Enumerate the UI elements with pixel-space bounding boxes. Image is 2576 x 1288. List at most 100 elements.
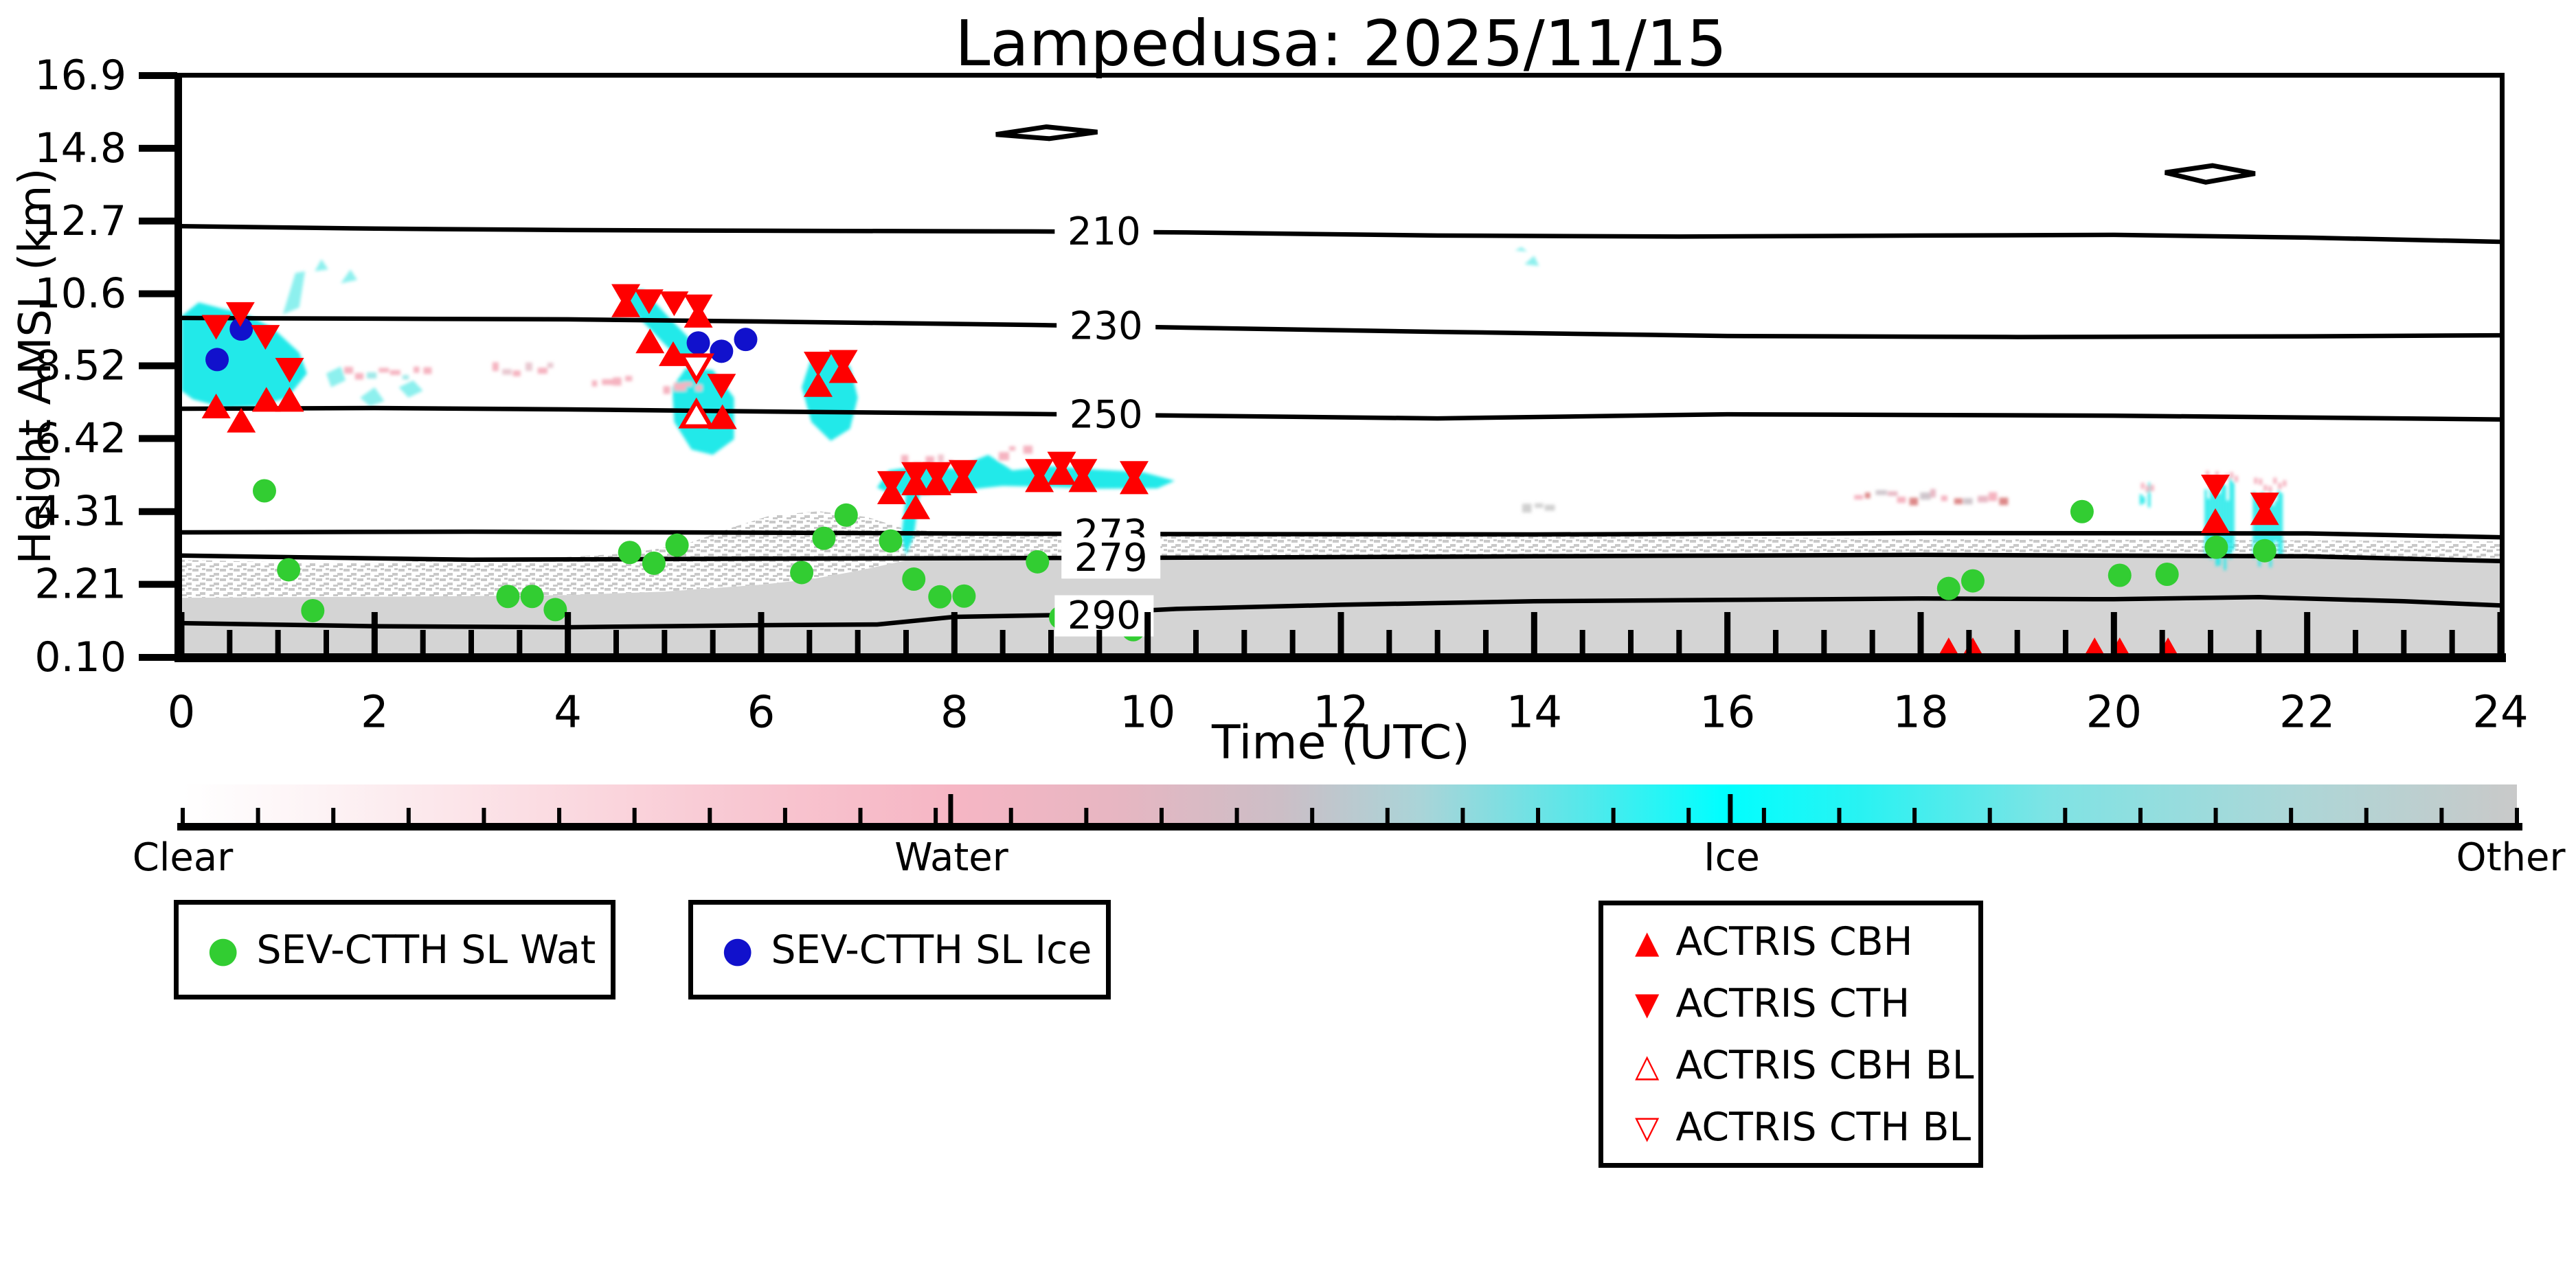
actris-cth-marker <box>1047 451 1076 477</box>
isotherm-label-box <box>1054 595 1154 637</box>
water-speckle-dash <box>999 452 1009 461</box>
sev-ctth-sl-wat-marker <box>928 585 952 609</box>
actris-cbh-marker <box>201 393 231 418</box>
water-speckle-dash <box>2263 484 2268 491</box>
isotherm-contours <box>181 124 2501 630</box>
sev-ctth-sl-wat-marker <box>1026 550 1050 574</box>
closed-isotherm-lens <box>2165 163 2256 185</box>
water-speckle-dash <box>1920 492 1931 500</box>
ice-cloud-fringe <box>1515 247 1528 252</box>
actris-cbh-marker <box>901 494 931 519</box>
colorbar-minor-tick <box>1686 808 1691 823</box>
x-tick-label: 14 <box>1506 687 1562 738</box>
colorbar-label-ice: Ice <box>1704 835 1760 880</box>
water-speckle-dash <box>1535 503 1544 508</box>
colorbar-label-clear: Clear <box>132 835 234 880</box>
water-speckle-dash <box>2215 471 2219 478</box>
actris-cbh-near-surface-marker <box>2086 637 2104 653</box>
colorbar-minor-tick <box>256 808 260 823</box>
actris-cth-marker <box>1119 461 1149 486</box>
colorbar-minor-tick <box>708 808 712 823</box>
x-major-tick <box>2497 612 2504 655</box>
actris-cth-marker <box>225 302 255 327</box>
y-tick-label: 0.10 <box>34 633 126 681</box>
colorbar-minor-tick <box>181 808 185 823</box>
x-major-tick <box>1337 612 1344 655</box>
actris-cth-marker <box>707 374 736 399</box>
actris-cth-marker <box>1025 459 1054 484</box>
colorbar-minor-tick <box>2213 808 2218 823</box>
isotherm-label-box <box>1057 306 1156 348</box>
x-minor-tick <box>2159 630 2165 655</box>
water-speckle-dash <box>512 370 521 376</box>
water-speckle-dash <box>2145 486 2149 492</box>
legend-cth-bl-label: ACTRIS CTH BL <box>1675 1104 1971 1150</box>
actris-cth-marker <box>201 315 231 340</box>
actris-cth-marker <box>251 325 280 350</box>
water-speckle-dash <box>1954 498 1963 504</box>
actris-cth-marker <box>877 471 906 496</box>
isotherm-279 <box>181 552 2501 564</box>
sev-ctth-sl-wat-marker <box>2155 563 2179 586</box>
colorbar-minor-tick <box>2289 808 2294 823</box>
x-minor-tick <box>227 630 233 655</box>
ice-cloud-fringe <box>341 269 357 284</box>
actris-cth-marker <box>2201 474 2230 499</box>
water-speckle-dash <box>344 367 353 374</box>
colorbar-minor-tick <box>1159 808 1164 823</box>
ice-cloud-fringe <box>326 366 346 387</box>
colorbar-minor-tick <box>1761 808 1766 823</box>
cbh-bl-triangle-up-open-icon: △ <box>1635 1046 1660 1084</box>
actris-cth-marker <box>659 291 689 317</box>
x-minor-tick <box>1434 630 1440 655</box>
x-minor-tick <box>2401 630 2407 655</box>
sev-ctth-sl-wat-marker <box>1936 576 1961 600</box>
cth-bl-triangle-down-open-icon: ▽ <box>1635 1108 1660 1146</box>
actris-cth-marker <box>2250 493 2279 518</box>
actris-cbh-marker <box>708 404 737 429</box>
x-major-tick <box>1530 612 1537 655</box>
colorbar-minor-tick <box>1084 808 1089 823</box>
colorbar-major-tick <box>1728 794 1733 823</box>
ice-cloud-fringe <box>398 380 423 398</box>
actris-cth-marker <box>948 460 978 485</box>
y-tick <box>139 144 177 152</box>
x-minor-tick <box>468 630 474 655</box>
legend-cbh-bl-label: ACTRIS CBH BL <box>1675 1042 1974 1088</box>
sev-ctth-sl-wat-marker <box>790 561 814 585</box>
colorbar-minor-tick <box>331 808 336 823</box>
colorbar-label-water: Water <box>894 835 1008 880</box>
sev-ice-dot-icon: ● <box>722 929 754 971</box>
legend-row-cbh: ▲ ACTRIS CBH <box>1635 919 1912 964</box>
isotherm-label-box <box>1057 394 1156 436</box>
x-minor-tick <box>2353 630 2358 655</box>
x-major-tick <box>565 612 572 655</box>
water-speckle-dash <box>1522 504 1532 513</box>
x-tick-label: 12 <box>1313 687 1368 738</box>
actris-cbh-marker <box>635 328 665 354</box>
water-speckle-dash <box>1963 498 1973 505</box>
x-minor-tick <box>1289 630 1296 655</box>
isotherm-label-250: 250 <box>1070 393 1143 438</box>
x-major-tick <box>178 612 185 655</box>
colorbar-minor-tick <box>632 808 637 823</box>
x-minor-tick <box>1241 630 1247 655</box>
water-speckle-dash <box>602 379 615 385</box>
water-speckle-dash <box>1009 446 1016 451</box>
legend-cth-label: ACTRIS CTH <box>1675 980 1910 1026</box>
bottom-spine <box>174 653 2506 662</box>
x-minor-tick <box>1628 630 1634 655</box>
actris-cth-marker <box>634 289 664 315</box>
water-speckle-dash <box>2206 471 2209 477</box>
x-minor-tick <box>806 630 813 655</box>
y-tick-label: 4.31 <box>34 488 126 536</box>
sev-ctth-sl-wat-marker <box>277 558 301 582</box>
water-speckle-dash <box>663 386 670 394</box>
x-tick-label: 22 <box>2279 687 2335 738</box>
water-speckle-dash <box>1897 497 1906 504</box>
actris-cbh-marker <box>227 407 256 433</box>
colorbar-gradient <box>183 784 2517 823</box>
y-tick-label: 6.42 <box>34 414 126 462</box>
water-speckle-dash <box>2235 475 2238 482</box>
colorbar-minor-tick <box>934 808 938 823</box>
